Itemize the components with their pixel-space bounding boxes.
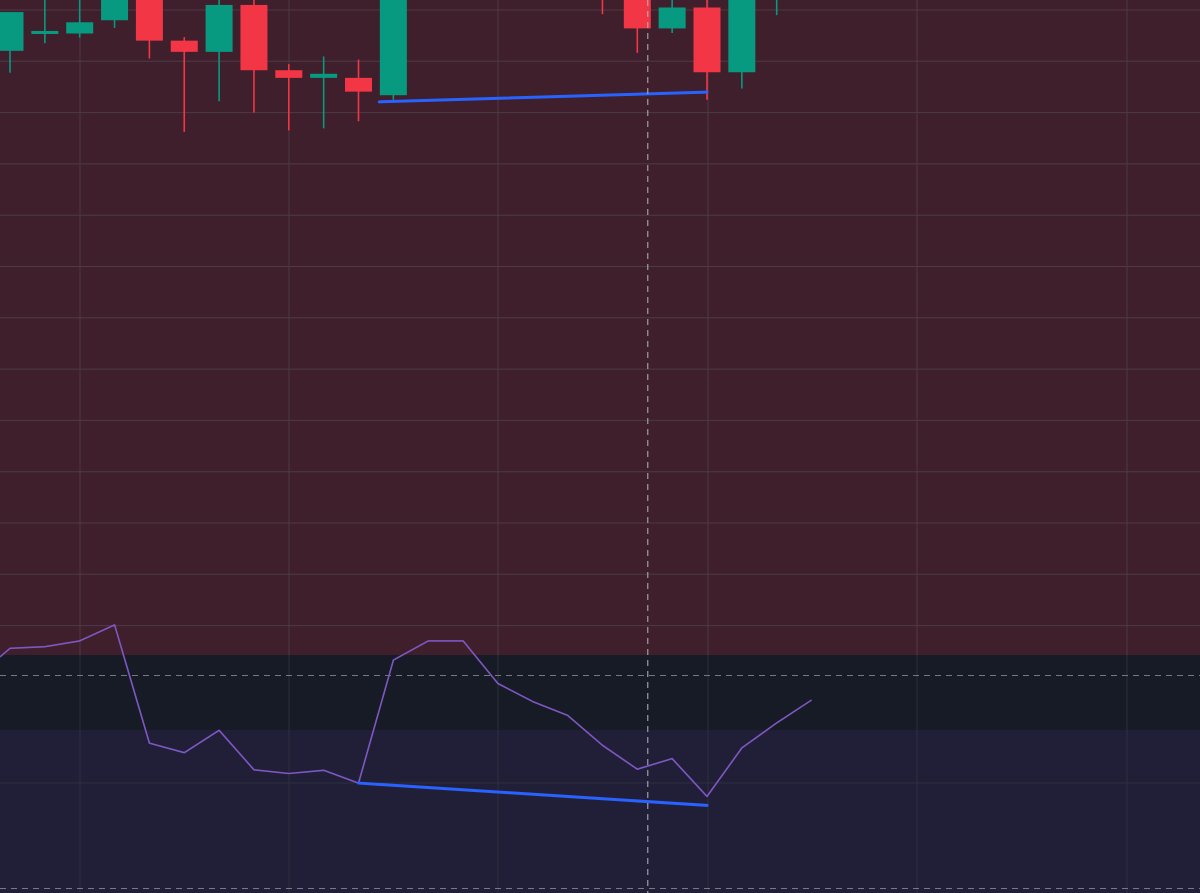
candle-body <box>135 0 163 41</box>
candle-2[interactable] <box>66 0 94 38</box>
price-pane-background <box>0 0 1200 655</box>
price-pane[interactable] <box>0 0 1200 132</box>
candle-body <box>310 73 338 78</box>
candle-1[interactable] <box>31 0 59 44</box>
candle-body <box>170 40 198 52</box>
candle-body <box>101 0 129 21</box>
candle-6[interactable] <box>205 0 233 102</box>
oscillator-divergence-line[interactable] <box>357 781 709 807</box>
candle-4[interactable] <box>135 0 163 59</box>
candle-18[interactable] <box>623 0 651 53</box>
candle-body <box>658 7 686 29</box>
candle-body <box>693 7 721 73</box>
candle-5[interactable] <box>170 37 198 132</box>
candle-0[interactable] <box>0 12 24 73</box>
candle-11[interactable] <box>379 0 407 100</box>
candle-body <box>31 30 59 35</box>
oscillator-line[interactable] <box>0 624 813 798</box>
candle-body <box>66 22 94 34</box>
candle-body <box>345 77 372 92</box>
candle-8[interactable] <box>275 64 303 131</box>
candle-21[interactable] <box>728 0 756 89</box>
indicator-pane[interactable] <box>0 624 1200 889</box>
candle-body <box>623 0 651 29</box>
candle-body <box>728 0 756 73</box>
candle-body <box>0 12 24 51</box>
candle-body <box>240 4 268 71</box>
indicator-band-background <box>0 730 1200 893</box>
candle-body <box>379 0 407 96</box>
price-divergence-line[interactable] <box>377 90 709 104</box>
candle-20[interactable] <box>693 0 721 100</box>
candle-3[interactable] <box>101 0 129 28</box>
candle-body <box>275 70 303 78</box>
candle-body <box>205 4 233 52</box>
candle-19[interactable] <box>658 0 686 33</box>
candle-10[interactable] <box>345 59 372 122</box>
candle-7[interactable] <box>240 0 268 113</box>
candle-9[interactable] <box>310 56 338 129</box>
